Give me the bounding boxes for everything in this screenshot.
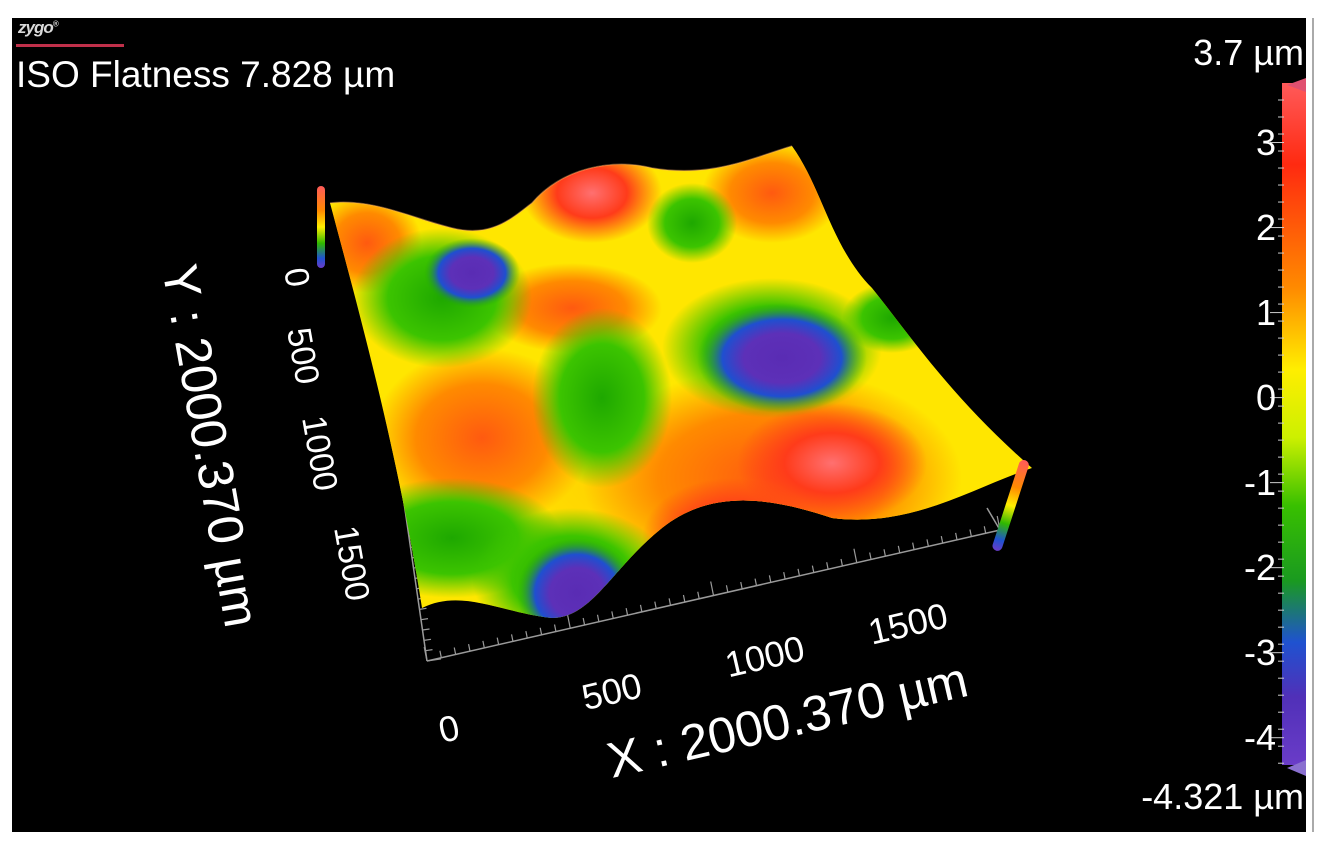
y-tick [422,628,430,631]
window-edge [1312,18,1314,832]
colorbar-min-label: -4.321 µm [1141,776,1304,817]
x-tick [625,608,629,616]
x-tick [553,624,557,632]
x-tick [797,568,801,576]
colorbar-tick-label: -3 [1243,631,1276,673]
colorbar-tick-label: -2 [1243,546,1276,588]
x-tick [682,594,686,603]
x-tick [668,598,672,606]
x-tick [611,611,614,619]
y-tick [420,618,429,621]
x-tick [725,585,729,593]
x-tick [439,650,442,658]
x-tick [969,529,972,537]
y-tick-label: 1500 [326,523,377,604]
colorbar-max-label: 3.7 µm [1193,32,1304,73]
colorbar-tick-label: 0 [1255,376,1276,418]
x-tick [639,604,643,612]
colorbar-tick-label: -1 [1243,461,1276,503]
x-tick [811,565,815,573]
y-tick [423,638,432,641]
x-tick [754,578,758,586]
x-tick [496,637,500,645]
x-tick [869,552,872,560]
x-tick [654,601,657,609]
x-tick [768,575,772,583]
x-tick [582,617,586,626]
surface-3d-svg [317,78,1306,776]
x-tick [912,542,915,550]
y-tick-label: 1000 [294,413,345,494]
x-tick [453,647,457,655]
y-tick-labels: 0 500 1000 1500 [276,265,377,604]
zygo-logo: zygo® [18,18,59,37]
corner-height-bar-right [992,460,1029,551]
x-tick-label: 500 [578,665,646,718]
x-tick-label: 0 [435,706,464,750]
y-tick [419,607,427,610]
x-tick [940,535,944,544]
x-axis-ticks [423,515,1001,662]
colorbar [1270,78,1306,776]
y-tick-label: 500 [279,325,326,387]
x-tick [883,549,886,557]
x-tick [566,614,571,629]
x-tick [740,581,743,590]
colorbar-tick-label: 1 [1255,291,1276,333]
x-tick [955,532,958,540]
logo-underline [16,44,124,47]
colorbar-tick-label: -4 [1243,716,1276,758]
y-axis-label: Y : 2000.370 µm [151,260,270,631]
y-tick [426,658,442,662]
x-tick [525,630,528,639]
x-tick [697,591,700,599]
x-tick-label: 1500 [864,595,951,653]
x-tick [510,634,514,642]
x-tick [539,627,543,635]
x-tick [467,644,471,652]
corner-height-bar-left [317,186,325,268]
x-tick [482,640,485,649]
x-tick [840,558,844,567]
surface-plot-viewport[interactable]: zygo® ISO Flatness 7.828 µm [12,18,1306,832]
x-tick [897,545,901,554]
x-tick [983,526,987,534]
x-tick [783,572,786,580]
flatness-title: ISO Flatness 7.828 µm [16,54,396,95]
x-tick [826,562,829,570]
colorbar-tick-label: 3 [1255,121,1276,163]
x-tick [710,581,715,596]
y-tick-label: 0 [276,265,317,290]
colorbar-tick-label: 2 [1255,206,1276,248]
y-tick [425,649,433,652]
x-tick-label: 1000 [721,627,808,685]
x-tick [853,548,858,563]
x-tick [423,646,428,662]
x-tick [926,539,929,547]
x-tick [596,614,600,622]
